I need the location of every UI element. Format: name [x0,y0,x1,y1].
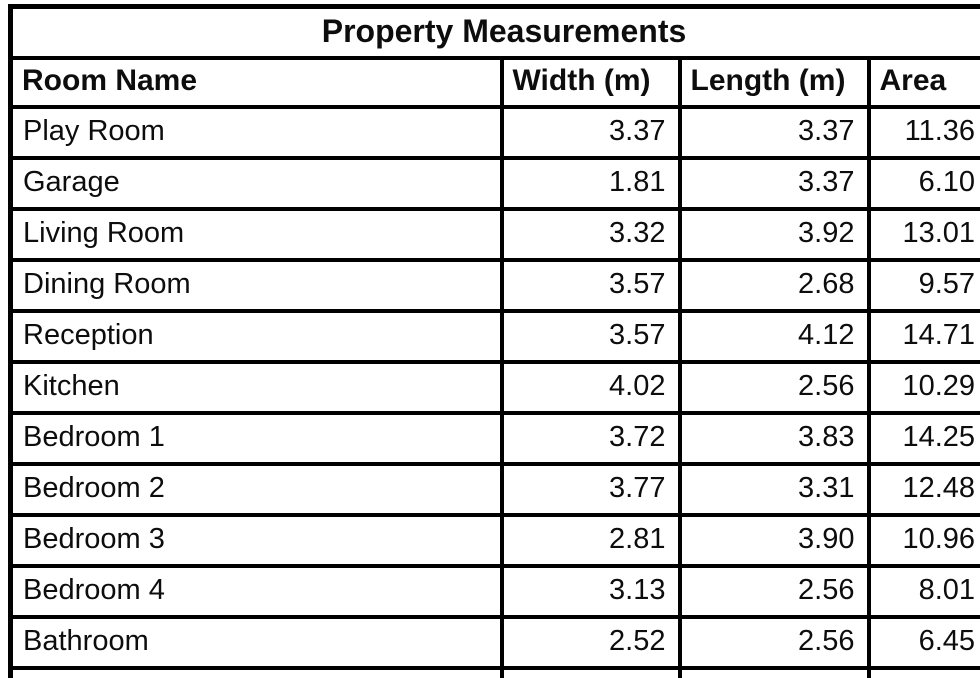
width-cell: 2.52 [499,615,682,670]
table-row: Bedroom 3 2.81 3.90 10.96 [8,513,980,568]
area-cell: 14.25 [866,411,980,466]
table-body: Play Room 3.37 3.37 11.36 Garage 1.81 3.37 6.10… [8,105,980,678]
area-cell: 13.01 [866,207,980,262]
table-title: Property Measurements [8,4,980,60]
length-cell: 2.56 [677,564,871,619]
table-row: Bedroom 2 3.77 3.31 12.48 [8,462,980,517]
column-header-width: Width (m) [499,56,682,109]
room-name-cell: Living Room [8,207,504,262]
table-row: Bedroom 1 3.72 3.83 14.25 [8,411,980,466]
room-name-cell: Bedroom 3 [8,513,504,568]
width-cell: 3.13 [499,564,682,619]
title-row: Property Measurements [8,4,980,60]
column-header-room-name: Room Name [8,56,504,109]
table-row: Play Room 3.37 3.37 11.36 [8,105,980,160]
room-name-cell: Bedroom 1 [8,411,504,466]
length-cell: 3.37 [677,156,871,211]
width-cell: 3.32 [499,207,682,262]
length-cell: 3.83 [677,411,871,466]
width-cell: 3.72 [499,666,682,678]
room-name-cell: Kitchen [8,360,504,415]
property-measurements-table: Property Measurements Room Name Width (m… [8,4,980,678]
area-cell: 11.36 [866,105,980,160]
width-cell: 4.02 [499,360,682,415]
area-cell: 9.26 [866,666,980,678]
room-name-cell: Reception [8,309,504,364]
table-row: Bedroom 4 3.13 2.56 8.01 [8,564,980,619]
table-row: Kitchen 4.02 2.56 10.29 [8,360,980,415]
table-row: Landing3.722.499.26 [8,666,980,678]
room-name-cell: Dining Room [8,258,504,313]
area-cell: 10.96 [866,513,980,568]
width-cell: 3.72 [499,411,682,466]
area-cell: 9.57 [866,258,980,313]
area-cell: 10.29 [866,360,980,415]
area-cell: 12.48 [866,462,980,517]
room-name-cell: Play Room [8,105,504,160]
width-cell: 3.77 [499,462,682,517]
width-cell: 3.57 [499,309,682,364]
table-row: Reception 3.57 4.12 14.71 [8,309,980,364]
room-name-cell: Landing [8,666,504,678]
length-cell: 2.56 [677,360,871,415]
area-cell: 6.10 [866,156,980,211]
area-cell: 6.45 [866,615,980,670]
width-cell: 3.37 [499,105,682,160]
table-row: Living Room 3.32 3.92 13.01 [8,207,980,262]
length-cell: 2.56 [677,615,871,670]
area-cell: 8.01 [866,564,980,619]
width-cell: 1.81 [499,156,682,211]
column-header-length: Length (m) [677,56,871,109]
length-cell: 2.49 [677,666,871,678]
width-cell: 3.57 [499,258,682,313]
header-row: Room Name Width (m) Length (m) Area [8,56,980,109]
room-name-cell: Bathroom [8,615,504,670]
length-cell: 2.68 [677,258,871,313]
column-header-area: Area [866,56,980,109]
room-name-cell: Bedroom 2 [8,462,504,517]
length-cell: 3.90 [677,513,871,568]
length-cell: 3.92 [677,207,871,262]
length-cell: 3.37 [677,105,871,160]
table-row: Dining Room 3.57 2.68 9.57 [8,258,980,313]
area-cell: 14.71 [866,309,980,364]
length-cell: 4.12 [677,309,871,364]
table-row: Garage 1.81 3.37 6.10 [8,156,980,211]
room-name-cell: Bedroom 4 [8,564,504,619]
width-cell: 2.81 [499,513,682,568]
table-row: Bathroom 2.52 2.56 6.45 [8,615,980,670]
length-cell: 3.31 [677,462,871,517]
room-name-cell: Garage [8,156,504,211]
